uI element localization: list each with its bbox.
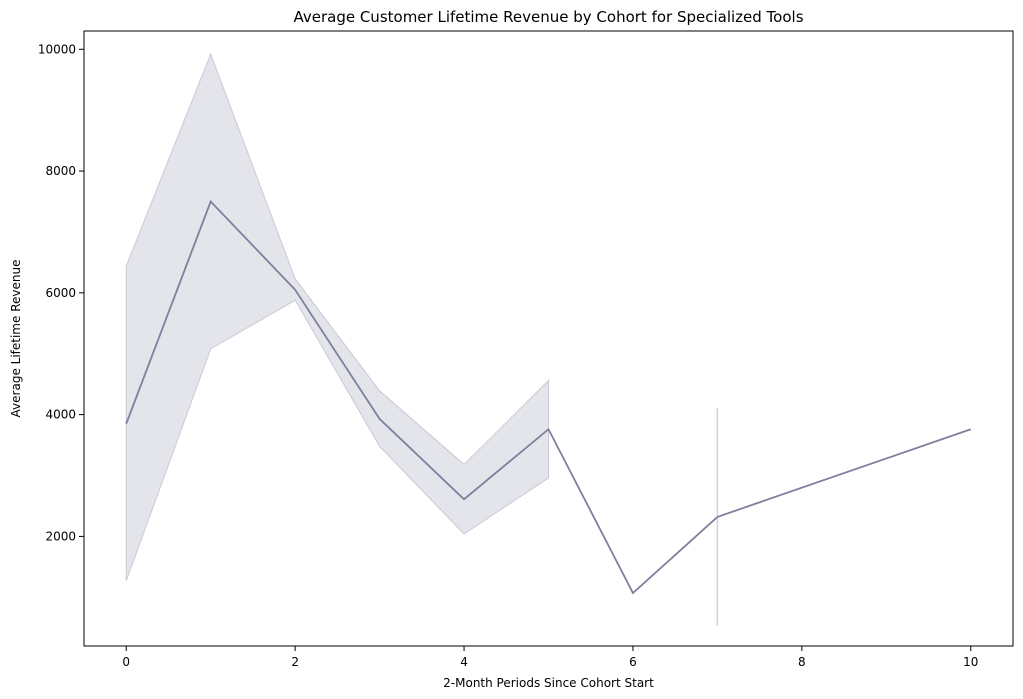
x-tick-label: 4: [460, 655, 468, 669]
y-axis-label: Average Lifetime Revenue: [9, 260, 23, 418]
y-axis: 2000 4000 6000 8000 10000: [38, 42, 84, 543]
x-tick-label: 8: [798, 655, 806, 669]
x-tick-label: 10: [963, 655, 978, 669]
x-tick-label: 6: [629, 655, 637, 669]
plot-frame: [83, 30, 1014, 647]
chart-title: Average Customer Lifetime Revenue by Coh…: [293, 8, 803, 26]
series-line: [125, 199, 972, 595]
x-tick-label: 2: [291, 655, 299, 669]
x-axis: 0 2 4 6 8 10: [122, 646, 978, 669]
plot-area: [125, 52, 972, 626]
x-tick-label: 0: [122, 655, 130, 669]
y-tick-label: 2000: [45, 529, 76, 543]
x-axis-label: 2-Month Periods Since Cohort Start: [443, 676, 654, 690]
y-tick-label: 8000: [45, 164, 76, 178]
y-tick-label: 4000: [45, 408, 76, 422]
ci-band: [125, 52, 549, 582]
y-tick-label: 6000: [45, 286, 76, 300]
y-tick-label: 10000: [38, 42, 76, 56]
